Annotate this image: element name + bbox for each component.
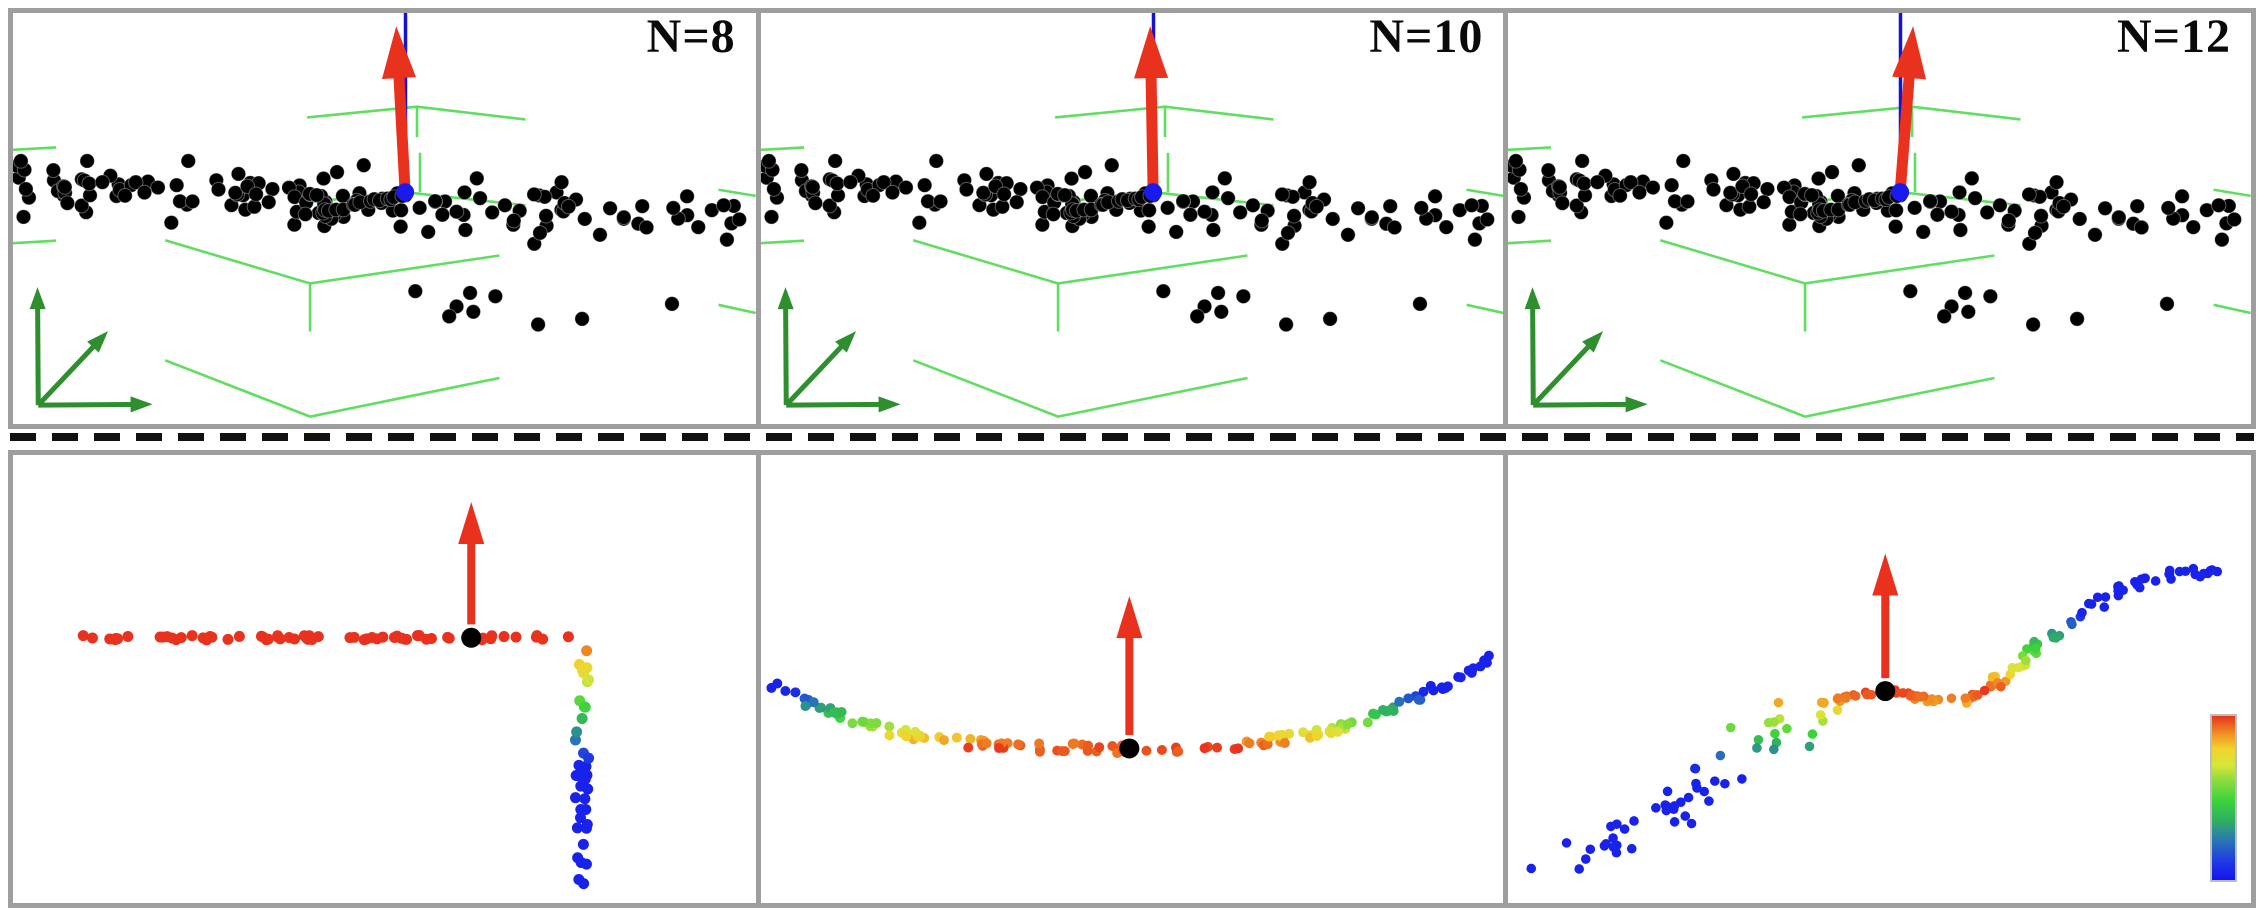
coordinate-axes-triad bbox=[1524, 287, 1648, 413]
point-cloud-black-dots bbox=[13, 153, 747, 333]
bottom-row bbox=[8, 450, 2256, 908]
axis-arrow bbox=[784, 331, 856, 407]
axis-arrow bbox=[785, 396, 901, 413]
weighted-point-cloud bbox=[1526, 563, 2223, 874]
bounding-box-wireframe bbox=[760, 105, 1504, 418]
weighted-point-cloud bbox=[766, 650, 1494, 759]
jet-colorbar-legend bbox=[2210, 713, 2237, 882]
estimated-normal-arrow bbox=[1872, 553, 1899, 679]
bottom-panel-edge-profile bbox=[13, 455, 756, 903]
top-panel-n12-canvas bbox=[1508, 13, 2252, 418]
bounding-box-wireframe bbox=[13, 105, 756, 418]
top-row: N=8 N=10 N=12 bbox=[8, 8, 2256, 429]
top-panel-n8-canvas bbox=[13, 13, 756, 418]
axis-arrow bbox=[1531, 331, 1604, 407]
panel-label-n8: N=8 bbox=[646, 13, 736, 63]
bottom-panel-slope-profile bbox=[1508, 455, 2252, 903]
bottom-panel-valley-canvas bbox=[766, 596, 1494, 759]
coordinate-axes-triad bbox=[29, 287, 153, 413]
bottom-panel-slope-canvas bbox=[1526, 553, 2223, 874]
estimated-normal-arrow bbox=[458, 502, 485, 625]
axis-arrow bbox=[777, 287, 794, 406]
panel-label-n12: N=12 bbox=[2117, 13, 2232, 63]
top-panel-n10: N=10 bbox=[760, 13, 1504, 424]
bounding-box-wireframe bbox=[1508, 105, 2252, 418]
query-point-dot bbox=[1119, 738, 1140, 759]
query-point-dot bbox=[1143, 183, 1162, 202]
query-point-dot bbox=[1891, 183, 1910, 202]
axis-arrow bbox=[29, 287, 46, 406]
weighted-point-cloud bbox=[77, 630, 595, 890]
axis-arrow bbox=[1524, 287, 1541, 406]
query-point-dot bbox=[461, 627, 482, 648]
estimated-normal-arrow bbox=[1892, 26, 1927, 193]
axis-arrow bbox=[1533, 396, 1648, 413]
top-panel-n10-canvas bbox=[760, 13, 1504, 418]
panel-label-n10: N=10 bbox=[1369, 13, 1484, 63]
bottom-panel-edge-canvas bbox=[77, 502, 595, 890]
bottom-panel-valley-profile bbox=[760, 455, 1504, 903]
query-point-dot bbox=[1875, 681, 1896, 702]
top-panel-n12: N=12 bbox=[1508, 13, 2252, 424]
row-separator-dashed-line bbox=[10, 433, 2254, 441]
estimated-normal-arrow bbox=[1116, 596, 1143, 735]
top-panel-n8: N=8 bbox=[13, 13, 756, 424]
axis-arrow bbox=[38, 396, 153, 413]
estimated-normal-arrow bbox=[382, 26, 416, 193]
point-cloud-black-dots bbox=[760, 153, 1495, 333]
query-point-dot bbox=[396, 183, 415, 202]
point-cloud-black-dots bbox=[1508, 153, 2243, 333]
coordinate-axes-triad bbox=[777, 287, 901, 413]
estimated-normal-arrow bbox=[1133, 26, 1168, 193]
axis-arrow bbox=[36, 331, 109, 407]
